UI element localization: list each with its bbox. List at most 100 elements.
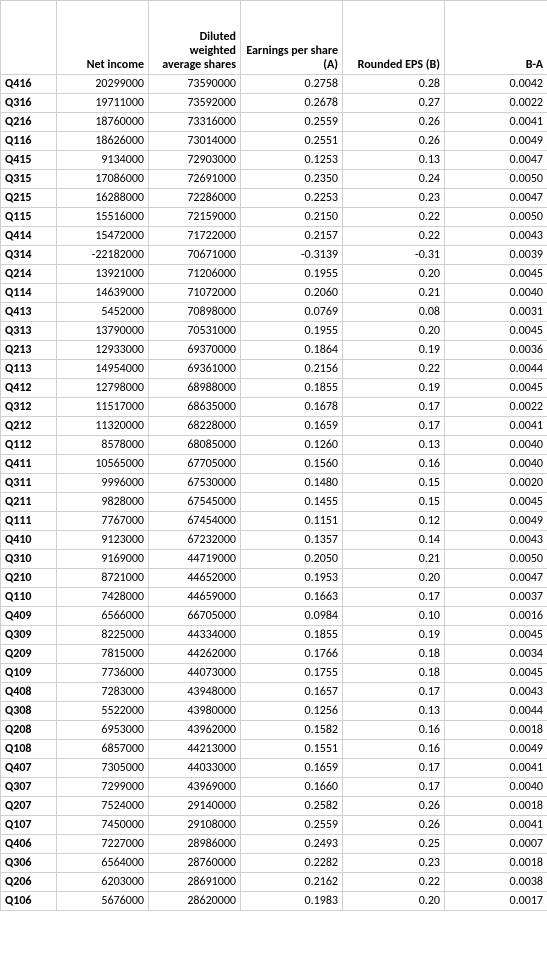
cell-value: 0.13 <box>343 436 445 455</box>
row-header: Q111 <box>1 512 57 531</box>
row-header: Q416 <box>1 75 57 94</box>
cell-value: 0.0040 <box>445 284 547 303</box>
cell-value: 0.2050 <box>241 550 343 569</box>
table-row: Q21211320000682280000.16590.170.0041 <box>1 417 547 436</box>
cell-value: 7450000 <box>57 816 149 835</box>
cell-value: 0.1253 <box>241 151 343 170</box>
cell-value: 0.0045 <box>445 493 547 512</box>
table-row: Q4077305000440330000.16590.170.0041 <box>1 759 547 778</box>
cell-value: 0.22 <box>343 360 445 379</box>
cell-value: 0.0043 <box>445 227 547 246</box>
row-header: Q311 <box>1 474 57 493</box>
cell-value: 6203000 <box>57 873 149 892</box>
cell-value: 44262000 <box>149 645 241 664</box>
cell-value: 0.2758 <box>241 75 343 94</box>
row-header: Q414 <box>1 227 57 246</box>
row-header: Q109 <box>1 664 57 683</box>
cell-value: 0.2156 <box>241 360 343 379</box>
row-header: Q409 <box>1 607 57 626</box>
cell-value: 0.1955 <box>241 265 343 284</box>
cell-value: 0.0018 <box>445 854 547 873</box>
cell-value: 9123000 <box>57 531 149 550</box>
table-row: Q1107428000446590000.16630.170.0037 <box>1 588 547 607</box>
cell-value: 7428000 <box>57 588 149 607</box>
cell-value: 0.1660 <box>241 778 343 797</box>
cell-value: 68085000 <box>149 436 241 455</box>
row-header: Q316 <box>1 94 57 113</box>
table-row: Q31313790000705310000.19550.200.0045 <box>1 322 547 341</box>
cell-value: 71072000 <box>149 284 241 303</box>
cell-value: 0.2559 <box>241 816 343 835</box>
cell-value: 70531000 <box>149 322 241 341</box>
cell-value: 0.0045 <box>445 379 547 398</box>
table-row: Q1077450000291080000.25590.260.0041 <box>1 816 547 835</box>
table-row: Q4135452000708980000.07690.080.0031 <box>1 303 547 322</box>
cell-value: 5522000 <box>57 702 149 721</box>
cell-value: 44033000 <box>149 759 241 778</box>
cell-value: 0.26 <box>343 797 445 816</box>
table-row: Q11414639000710720000.20600.210.0040 <box>1 284 547 303</box>
cell-value: 72159000 <box>149 208 241 227</box>
row-header: Q107 <box>1 816 57 835</box>
cell-value: 0.1955 <box>241 322 343 341</box>
cell-value: 0.17 <box>343 398 445 417</box>
cell-value: 68988000 <box>149 379 241 398</box>
cell-value: 0.2350 <box>241 170 343 189</box>
cell-value: 0.21 <box>343 284 445 303</box>
table-row: Q21413921000712060000.19550.200.0045 <box>1 265 547 284</box>
col-header-quarter <box>1 1 57 75</box>
table-row: Q4159134000729030000.12530.130.0047 <box>1 151 547 170</box>
cell-value: 0.0041 <box>445 417 547 436</box>
cell-value: 0.0031 <box>445 303 547 322</box>
row-header: Q216 <box>1 113 57 132</box>
cell-value: 67232000 <box>149 531 241 550</box>
cell-value: 0.1855 <box>241 626 343 645</box>
row-header: Q210 <box>1 569 57 588</box>
row-header: Q214 <box>1 265 57 284</box>
table-row: Q1117767000674540000.11510.120.0049 <box>1 512 547 531</box>
cell-value: 0.25 <box>343 835 445 854</box>
cell-value: 0.2551 <box>241 132 343 151</box>
cell-value: 0.1357 <box>241 531 343 550</box>
cell-value: 14639000 <box>57 284 149 303</box>
table-header-row: Net income Diluted weighted average shar… <box>1 1 547 75</box>
cell-value: 0.0050 <box>445 208 547 227</box>
cell-value: 0.1582 <box>241 721 343 740</box>
cell-value: 0.19 <box>343 341 445 360</box>
row-header: Q215 <box>1 189 57 208</box>
table-row: Q4067227000289860000.24930.250.0007 <box>1 835 547 854</box>
cell-value: 9996000 <box>57 474 149 493</box>
table-row: Q21516288000722860000.22530.230.0047 <box>1 189 547 208</box>
cell-value: 0.0047 <box>445 189 547 208</box>
cell-value: 0.17 <box>343 759 445 778</box>
cell-value: 0.2150 <box>241 208 343 227</box>
cell-value: 70898000 <box>149 303 241 322</box>
cell-value: 0.0047 <box>445 151 547 170</box>
cell-value: 0.1663 <box>241 588 343 607</box>
cell-value: 0.1657 <box>241 683 343 702</box>
row-header: Q207 <box>1 797 57 816</box>
cell-value: 8225000 <box>57 626 149 645</box>
cell-value: 0.1151 <box>241 512 343 531</box>
cell-value: 73316000 <box>149 113 241 132</box>
table-row: Q2066203000286910000.21620.220.0038 <box>1 873 547 892</box>
cell-value: 0.0043 <box>445 531 547 550</box>
row-header: Q110 <box>1 588 57 607</box>
row-header: Q209 <box>1 645 57 664</box>
row-header: Q407 <box>1 759 57 778</box>
cell-value: 66705000 <box>149 607 241 626</box>
cell-value: 0.15 <box>343 474 445 493</box>
cell-value: 0.28 <box>343 75 445 94</box>
cell-value: 7736000 <box>57 664 149 683</box>
cell-value: 0.1659 <box>241 759 343 778</box>
cell-value: 0.0045 <box>445 664 547 683</box>
row-header: Q312 <box>1 398 57 417</box>
cell-value: 0.21 <box>343 550 445 569</box>
cell-value: 0.1480 <box>241 474 343 493</box>
cell-value: 0.13 <box>343 702 445 721</box>
cell-value: 0.0017 <box>445 892 547 911</box>
table-row: Q2086953000439620000.15820.160.0018 <box>1 721 547 740</box>
cell-value: 0.0049 <box>445 132 547 151</box>
cell-value: 0.23 <box>343 854 445 873</box>
cell-value: 0.1983 <box>241 892 343 911</box>
